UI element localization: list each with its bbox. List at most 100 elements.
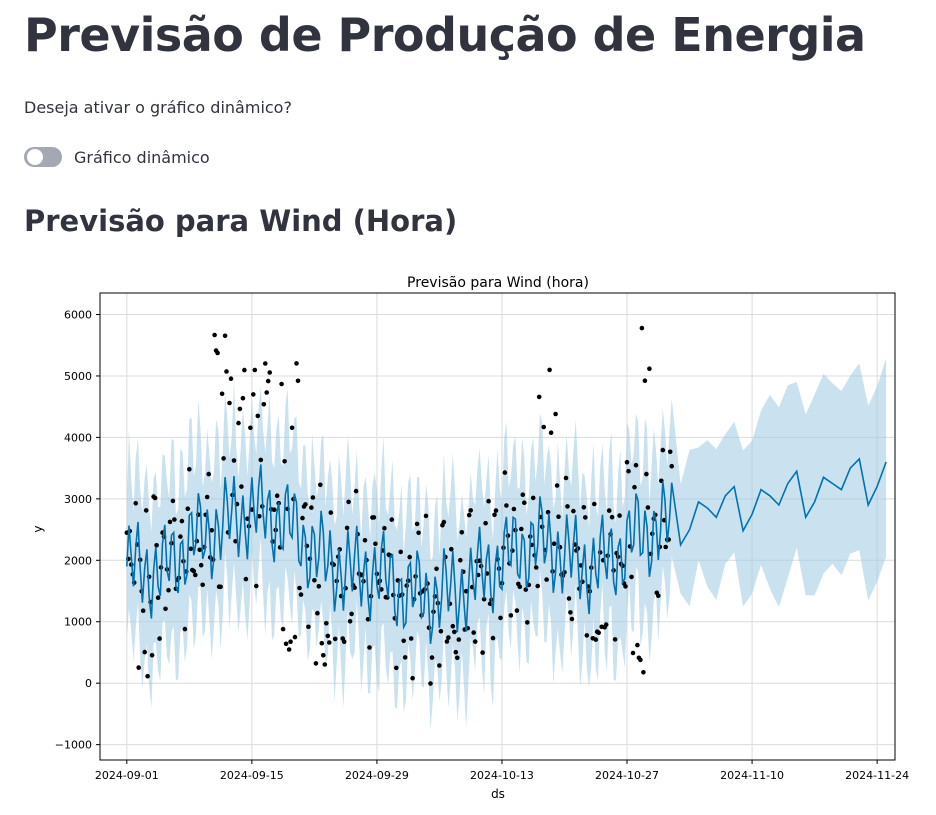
observed-point [257, 514, 262, 519]
observed-point [547, 367, 552, 373]
observed-point [593, 637, 599, 642]
observed-point [306, 624, 311, 630]
observed-point [140, 608, 146, 613]
observed-point [303, 502, 308, 507]
observed-point [455, 655, 460, 661]
observed-point [536, 394, 542, 400]
toggle-switch[interactable] [24, 147, 62, 167]
observed-point [663, 544, 668, 550]
toggle-label[interactable]: Gráfico dinâmico [74, 147, 210, 167]
observed-point [407, 554, 413, 560]
observed-point [253, 583, 259, 589]
observed-point [179, 518, 185, 524]
observed-point [209, 528, 214, 533]
observed-point [191, 568, 197, 574]
observed-point [571, 508, 576, 514]
observed-point [228, 376, 234, 381]
observed-point [274, 493, 280, 498]
observed-point [362, 538, 368, 543]
observed-point [641, 670, 646, 675]
observed-point [410, 675, 415, 681]
observed-point [271, 507, 277, 512]
forecast-chart: Previsão para Wind (hora) 2024-09-01 2024… [31, 275, 909, 801]
observed-point [647, 366, 652, 371]
observed-point [252, 367, 258, 373]
observed-point [198, 562, 204, 568]
x-axis-label: ds [491, 787, 505, 801]
observed-point [332, 636, 338, 642]
observed-point [569, 616, 575, 622]
observed-point [629, 574, 634, 580]
observed-point [182, 626, 188, 632]
observed-point [394, 665, 399, 671]
forecast-interval-band [126, 358, 887, 731]
observed-point [429, 655, 435, 660]
observed-point [197, 547, 202, 553]
observed-point [630, 650, 636, 656]
observed-point [280, 626, 286, 632]
observed-point [294, 361, 299, 366]
observed-point [222, 333, 228, 339]
observed-point [490, 635, 496, 641]
observed-point [522, 500, 527, 505]
observed-point [322, 662, 328, 667]
observed-point [456, 637, 462, 642]
observed-point [645, 505, 651, 510]
observed-point [265, 378, 271, 384]
observed-point [239, 484, 244, 489]
observed-point [309, 505, 314, 510]
observed-point [286, 647, 292, 652]
observed-point [318, 482, 323, 488]
observed-point [530, 495, 536, 501]
observed-point [450, 623, 456, 629]
observed-point [154, 543, 159, 548]
observed-point [466, 512, 472, 518]
forecast-line-layer [126, 457, 887, 644]
observed-point [642, 378, 648, 383]
observed-point [438, 628, 444, 634]
observed-point [444, 639, 450, 644]
observed-point [353, 488, 359, 494]
y-tick-label: 3000 [64, 493, 92, 506]
observed-point [310, 495, 316, 500]
observed-point [236, 420, 241, 426]
observed-point [136, 665, 141, 670]
observed-point [295, 378, 301, 384]
observed-point [533, 565, 539, 570]
observed-point [483, 520, 488, 526]
observed-point [389, 517, 395, 522]
observed-point [288, 639, 293, 644]
y-tick-label: 5000 [64, 370, 92, 383]
observed-point [321, 653, 326, 658]
y-tick-label: −1000 [55, 739, 92, 752]
observed-point [633, 462, 639, 468]
observed-point [458, 557, 463, 563]
observed-point [414, 521, 420, 527]
observed-point [463, 588, 469, 594]
chart-axes: 2024-09-01 2024-09-15 2024-09-29 2024-10-13… [55, 309, 909, 782]
x-tick-label: 2024-10-27 [595, 769, 659, 782]
observed-point [243, 576, 249, 582]
observed-point [498, 615, 503, 621]
observed-point [157, 636, 162, 641]
observed-point [346, 499, 351, 505]
toggle-thumb[interactable] [27, 149, 43, 165]
observed-point [263, 361, 268, 366]
observed-point [508, 613, 514, 618]
observed-point [656, 593, 661, 599]
dynamic-chart-toggle[interactable]: Gráfico dinâmico [24, 147, 210, 167]
observed-point [251, 392, 256, 397]
observed-point [511, 506, 517, 512]
observed-point [240, 395, 246, 401]
observed-point [535, 583, 540, 589]
observed-point [635, 642, 640, 648]
observed-point [344, 525, 350, 531]
observed-point [437, 663, 442, 668]
plot-frame [99, 292, 896, 761]
observed-point [472, 639, 478, 644]
observed-point [373, 541, 378, 547]
observed-point [408, 636, 414, 641]
observed-point [327, 640, 332, 645]
observed-point [481, 596, 487, 602]
observed-point [167, 519, 173, 525]
